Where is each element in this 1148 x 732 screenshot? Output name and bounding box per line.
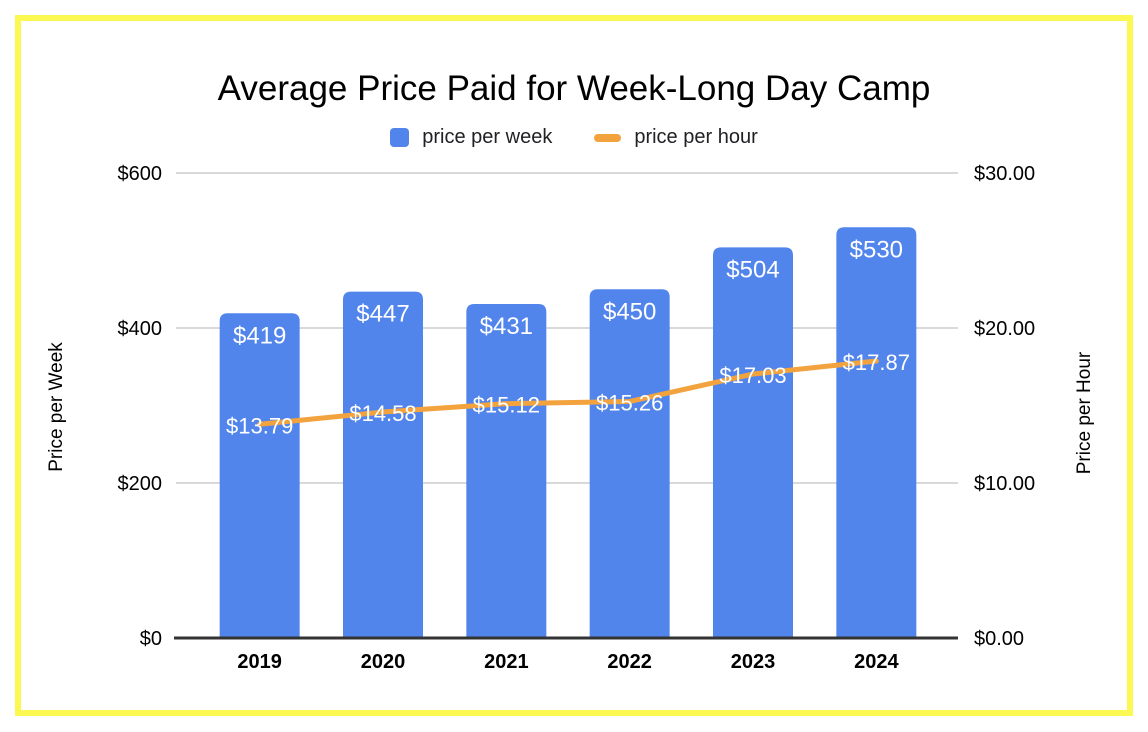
bar-2023 [713,247,793,638]
legend-item-price-per-week: price per week [390,126,552,149]
left-axis-tick-200: $200 [118,473,163,495]
legend: price per week price per hour [21,126,1127,149]
chart-frame: Average Price Paid for Week-Long Day Cam… [15,15,1133,716]
legend-label-price-per-week: price per week [422,126,553,148]
right-axis-tick-0: $0.00 [974,628,1024,650]
right-axis-title: Price per Hour [1074,351,1095,474]
right-axis-tick-20: $20.00 [974,318,1035,340]
bar-2020 [343,291,423,638]
x-axis-label-2020: 2020 [361,651,406,673]
legend-item-price-per-hour: price per hour [594,126,758,149]
line-label-2024: $17.87 [843,350,910,375]
x-axis-label-2021: 2021 [484,651,529,673]
bar-label-2020: $447 [356,301,409,328]
bar-label-2022: $450 [603,298,656,325]
legend-label-price-per-hour: price per hour [634,126,758,148]
legend-bar-swatch-icon [390,128,410,147]
x-axis-label-2023: 2023 [731,651,776,673]
right-axis-tick-30: $30.00 [974,163,1035,185]
bar-label-2019: $419 [233,322,286,349]
left-axis-tick-600: $600 [118,163,163,185]
bar-2022 [589,289,670,638]
chart-title: Average Price Paid for Week-Long Day Cam… [217,69,931,108]
bar-2024 [836,227,917,638]
right-axis-tick-10: $10.00 [974,473,1035,495]
left-axis-tick-0: $0 [140,628,162,650]
left-axis-title: Price per Week [46,342,67,472]
x-axis-label-2024: 2024 [854,651,899,673]
bar-2019 [219,313,300,638]
x-axis-label-2022: 2022 [607,651,652,673]
line-label-2023: $17.03 [719,363,786,388]
x-axis-label-2019: 2019 [237,651,282,673]
line-price-per-hour [257,358,879,427]
legend-line-swatch-icon [594,133,622,142]
line-label-2019: $13.79 [226,413,293,438]
bar-label-2023: $504 [726,256,779,283]
line-label-2020: $14.58 [349,401,416,426]
bar-label-2024: $530 [850,236,903,263]
bar-2021 [466,303,547,638]
bar-label-2021: $431 [480,313,533,340]
line-label-2021: $15.12 [473,393,540,418]
line-label-2022: $15.26 [596,390,663,415]
left-axis-tick-400: $400 [118,318,163,340]
